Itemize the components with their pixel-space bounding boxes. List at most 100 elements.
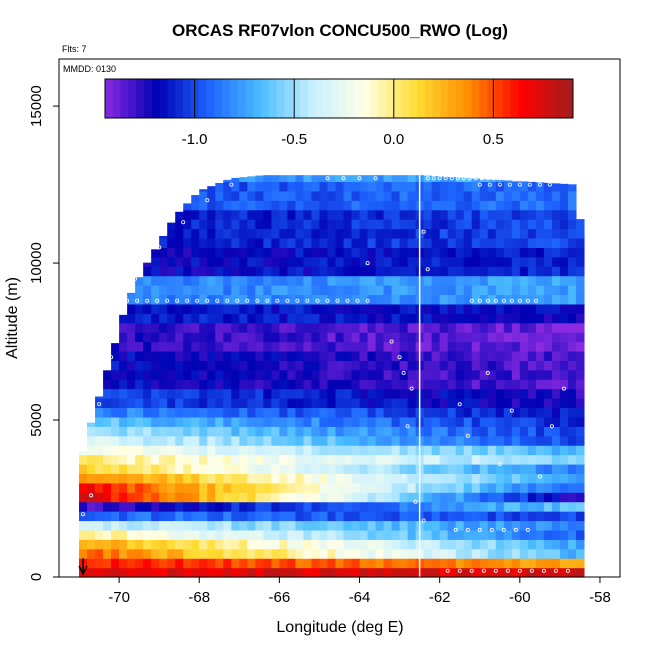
heatmap-cell: [575, 416, 585, 427]
heatmap-cell: [167, 369, 176, 380]
heatmap-cell: [383, 416, 393, 427]
heatmap-cell: [199, 369, 208, 380]
sample-point: [487, 182, 492, 187]
heatmap-cell: [279, 369, 288, 380]
heatmap-cell: [511, 369, 521, 380]
heatmap-cell: [183, 388, 192, 399]
heatmap-cell: [159, 548, 168, 559]
heatmap-cell: [559, 511, 569, 522]
colorbar-frame: [104, 78, 574, 119]
heatmap-cell: [111, 463, 120, 474]
heatmap-cell: [159, 350, 168, 361]
heatmap-cell: [327, 379, 337, 390]
heatmap-cell: [151, 379, 160, 390]
heatmap-cell: [399, 294, 409, 305]
sample-point: [89, 493, 94, 498]
heatmap-cell: [223, 322, 232, 333]
heatmap-cell: [543, 426, 553, 437]
heatmap-cell: [567, 473, 577, 484]
heatmap-cell: [463, 237, 473, 248]
heatmap-cell: [223, 360, 232, 371]
heatmap-cell: [279, 275, 288, 286]
heatmap-cell: [431, 482, 441, 493]
heatmap-cell: [575, 247, 585, 258]
heatmap-cell: [279, 350, 288, 361]
heatmap-cell: [471, 398, 481, 409]
heatmap-cell: [455, 200, 465, 211]
heatmap-cell: [575, 256, 585, 267]
heatmap-cell: [271, 369, 280, 380]
heatmap-cell: [527, 445, 537, 456]
heatmap-cell: [367, 256, 377, 267]
heatmap-cell: [79, 520, 88, 531]
heatmap-cell: [431, 548, 441, 559]
sample-point: [461, 176, 466, 181]
heatmap-cell: [295, 294, 305, 305]
heatmap-cell: [319, 454, 329, 465]
heatmap-cell: [575, 463, 585, 474]
heatmap-cell: [231, 256, 240, 267]
heatmap-cell: [191, 285, 200, 296]
heatmap-cell: [271, 275, 280, 286]
heatmap-cell: [511, 445, 521, 456]
heatmap-cell: [191, 303, 200, 314]
heatmap-cell: [271, 332, 280, 343]
heatmap-cell: [399, 175, 409, 183]
sample-point: [549, 424, 554, 429]
heatmap-cell: [319, 567, 329, 578]
heatmap-cell: [447, 369, 457, 380]
heatmap-cell: [551, 426, 561, 437]
heatmap-cell: [319, 350, 329, 361]
heatmap-cell: [287, 435, 297, 446]
heatmap-cell: [327, 228, 337, 239]
heatmap-cell: [159, 567, 168, 578]
heatmap-cell: [311, 548, 321, 559]
heatmap-cell: [447, 492, 457, 503]
heatmap-cell: [303, 539, 313, 550]
heatmap-cell: [575, 360, 585, 371]
heatmap-cell: [287, 341, 297, 352]
heatmap-cell: [199, 209, 208, 220]
heatmap-cell: [495, 332, 505, 343]
heatmap-cell: [343, 209, 353, 220]
heatmap-cell: [231, 558, 240, 569]
heatmap-cell: [359, 228, 369, 239]
heatmap-cell: [207, 426, 216, 437]
heatmap-cell: [175, 558, 184, 569]
heatmap-cell: [535, 341, 545, 352]
heatmap-cell: [359, 181, 369, 192]
heatmap-cell: [519, 529, 529, 540]
heatmap-cell: [183, 473, 192, 484]
heatmap-cell: [87, 558, 96, 569]
heatmap-cell: [247, 482, 256, 493]
heatmap-cell: [255, 200, 264, 211]
heatmap-cell: [279, 567, 288, 578]
heatmap-cell: [167, 379, 176, 390]
heatmap-cell: [375, 275, 385, 286]
heatmap-cell: [535, 200, 545, 211]
heatmap-cell: [127, 426, 136, 437]
heatmap-cell: [159, 529, 168, 540]
heatmap-cell: [311, 341, 321, 352]
heatmap-cell: [503, 454, 513, 465]
heatmap-cell: [479, 501, 489, 512]
heatmap-cell: [143, 322, 152, 333]
heatmap-cell: [247, 247, 256, 258]
heatmap-cell: [311, 492, 321, 503]
heatmap-cell: [79, 473, 88, 484]
heatmap-cell: [367, 539, 377, 550]
heatmap-cell: [519, 445, 529, 456]
heatmap-cell: [327, 219, 337, 230]
heatmap-cell: [327, 237, 337, 248]
heatmap-cell: [215, 548, 224, 559]
heatmap-cell: [135, 492, 144, 503]
heatmap-cell: [207, 539, 216, 550]
heatmap-cell: [255, 275, 264, 286]
heatmap-cell: [359, 501, 369, 512]
heatmap-cell: [351, 209, 361, 220]
heatmap-cell: [407, 492, 417, 503]
heatmap-cell: [295, 341, 305, 352]
heatmap-cell: [503, 407, 513, 418]
colorbar-segment: [214, 79, 223, 118]
heatmap-cell: [327, 190, 337, 201]
